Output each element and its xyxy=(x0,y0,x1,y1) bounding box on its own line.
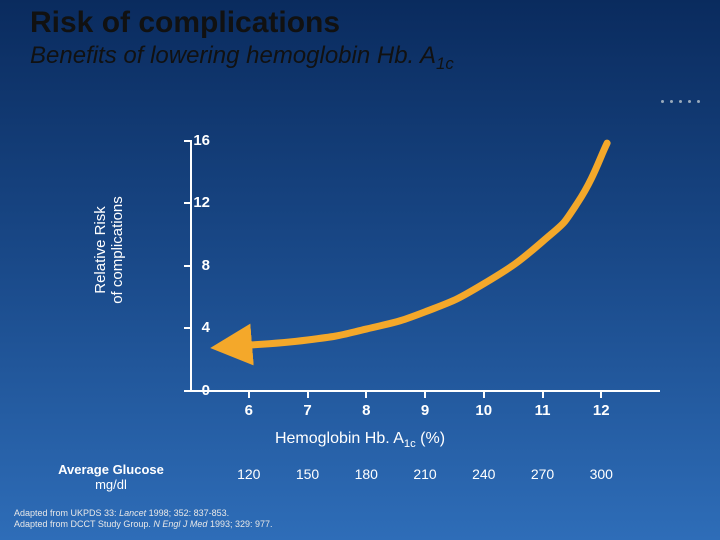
subtitle-subscript: 1c xyxy=(436,54,454,73)
avg-glucose-value: 150 xyxy=(288,466,328,482)
y-axis-label-line1: Relative Risk xyxy=(92,206,109,294)
avg-glucose-unit: mg/dl xyxy=(95,477,127,492)
xtick-label: 8 xyxy=(346,402,386,419)
x-axis-label: Hemoglobin Hb. A1c (%) xyxy=(0,430,720,450)
x-axis-label-text: Hemoglobin Hb. A xyxy=(275,430,404,447)
avg-glucose-value: 240 xyxy=(464,466,504,482)
risk-curve xyxy=(190,140,660,400)
x-axis-label-sub: 1c xyxy=(404,438,416,450)
avg-glucose-value: 300 xyxy=(581,466,621,482)
risk-chart: Relative Risk of complications 16 12 8 4… xyxy=(70,140,690,420)
citation1-i: Lancet xyxy=(119,508,146,518)
xtick-label: 9 xyxy=(405,402,445,419)
avg-glucose-label: Average Glucose mg/dl xyxy=(36,462,186,492)
citation2-b: 1993; 329: 977. xyxy=(207,519,272,529)
slide: Risk of complications Benefits of loweri… xyxy=(0,0,720,540)
avg-glucose-value: 210 xyxy=(405,466,445,482)
avg-glucose-value: 270 xyxy=(523,466,563,482)
avg-glucose-value: 180 xyxy=(346,466,386,482)
xtick-label: 6 xyxy=(229,402,269,419)
citation2-a: Adapted from DCCT Study Group. xyxy=(14,519,153,529)
citation1-a: Adapted from UKPDS 33: xyxy=(14,508,119,518)
page-subtitle: Benefits of lowering hemoglobin Hb. A1c xyxy=(30,42,454,74)
x-axis-label-suffix: (%) xyxy=(416,430,445,447)
xtick-label: 10 xyxy=(464,402,504,419)
page-title: Risk of complications xyxy=(30,6,340,40)
xtick-label: 11 xyxy=(523,402,563,419)
avg-glucose-title: Average Glucose xyxy=(58,462,164,477)
avg-glucose-value: 120 xyxy=(229,466,269,482)
xtick-label: 7 xyxy=(288,402,328,419)
subtitle-text: Benefits of lowering hemoglobin Hb. A xyxy=(30,42,436,69)
y-axis-label-line2: of complications xyxy=(109,196,126,304)
y-axis-label: Relative Risk of complications xyxy=(92,170,126,330)
decorative-dots xyxy=(661,100,700,103)
citation: Adapted from UKPDS 33: Lancet 1998; 352:… xyxy=(14,508,273,531)
citation1-b: 1998; 352: 837-853. xyxy=(146,508,229,518)
xtick-label: 12 xyxy=(581,402,621,419)
citation2-i: N Engl J Med xyxy=(153,519,207,529)
